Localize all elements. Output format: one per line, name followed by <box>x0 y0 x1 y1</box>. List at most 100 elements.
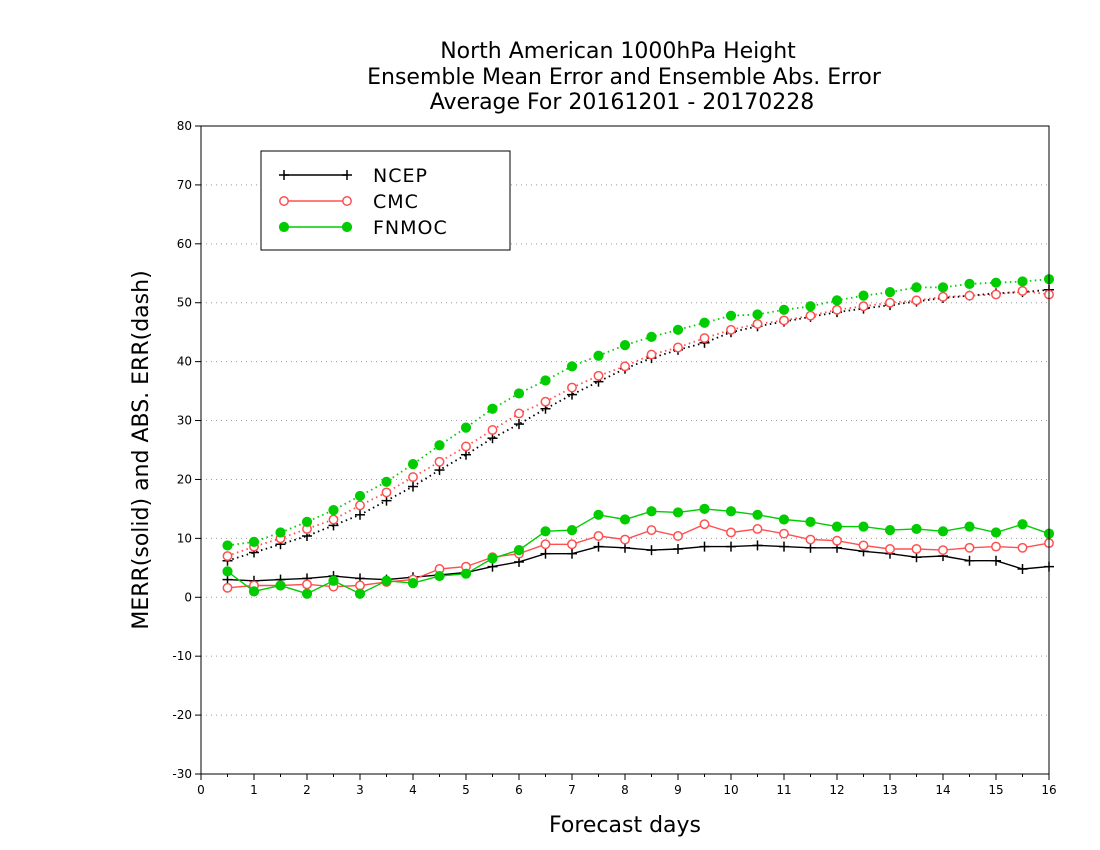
series-cmc-point <box>964 290 975 301</box>
series-fnmoc-point <box>460 568 472 579</box>
series-cmc-point <box>1017 542 1028 553</box>
series-fnmoc-point <box>937 526 949 537</box>
series-fnmoc-point <box>566 361 578 372</box>
series-fnmoc-abs-err-line <box>227 278 1050 547</box>
series-cmc-point <box>302 579 312 590</box>
series-ncep-point <box>593 541 604 552</box>
series-cmc-point <box>355 500 365 511</box>
x-tick-label: 7 <box>568 783 576 797</box>
series-cmc-point <box>673 342 683 353</box>
series-fnmoc-point <box>805 516 816 527</box>
y-tick-label: 60 <box>177 237 192 251</box>
series-cmc-point <box>593 531 604 541</box>
series-fnmoc-point <box>354 490 366 502</box>
y-tick-label: -10 <box>172 649 192 663</box>
series-cmc-point <box>858 540 869 551</box>
series-fnmoc-point <box>354 588 366 599</box>
series-cmc-point <box>964 542 975 553</box>
y-tick-label: -20 <box>172 708 192 722</box>
series-cmc-point <box>885 297 895 308</box>
series-cmc-point <box>222 582 233 593</box>
series-cmc-point <box>832 535 842 546</box>
legend-marker <box>278 221 290 233</box>
series-fnmoc-point <box>301 516 313 527</box>
series-ncep-point <box>964 555 975 566</box>
series-fnmoc-point <box>672 324 684 335</box>
series-fnmoc-point <box>222 566 233 577</box>
series-fnmoc-point <box>487 553 498 564</box>
series-ncep-point <box>673 543 683 554</box>
series-cmc-point <box>699 333 710 344</box>
series-fnmoc-point <box>407 459 419 470</box>
series-ncep-point <box>355 509 365 520</box>
series-fnmoc-point <box>1017 519 1028 530</box>
x-tick-label: 8 <box>621 783 629 797</box>
series-cmc-point <box>567 382 577 393</box>
legend-label-ncep: NCEP <box>373 165 428 187</box>
x-tick-label: 11 <box>776 783 791 797</box>
series-cmc-point <box>779 315 789 326</box>
series-fnmoc-point <box>566 525 578 536</box>
series-fnmoc-point <box>540 375 551 386</box>
series-cmc-point <box>726 324 736 335</box>
legend-marker <box>341 221 353 233</box>
series-fnmoc-point <box>407 578 419 589</box>
series-cmc-point <box>620 534 630 545</box>
series-fnmoc-point <box>248 586 260 597</box>
series-cmc-point <box>805 534 816 545</box>
series-fnmoc-point <box>778 304 790 315</box>
series-fnmoc-point <box>752 509 763 520</box>
series-layer <box>222 274 1055 599</box>
series-fnmoc-point <box>990 277 1002 288</box>
series-fnmoc-point <box>540 526 551 537</box>
series-fnmoc-point <box>778 514 790 525</box>
series-ncep-point <box>1017 563 1028 574</box>
x-tick-label: 10 <box>723 783 738 797</box>
series-fnmoc-point <box>858 521 869 532</box>
series-fnmoc-point <box>725 310 737 321</box>
x-tick-label: 13 <box>882 783 897 797</box>
legend-marker <box>279 196 289 206</box>
y-tick-label: 10 <box>177 531 192 545</box>
series-fnmoc-point <box>699 503 710 515</box>
x-axis-label: Forecast days <box>549 813 701 838</box>
series-fnmoc-point <box>460 422 472 433</box>
series-fnmoc-point <box>487 403 498 414</box>
series-fnmoc-point <box>434 440 445 451</box>
series-ncep-abs-err-line <box>227 288 1050 562</box>
series-cmc-point <box>620 361 630 372</box>
series-cmc-point <box>540 539 551 550</box>
series-fnmoc-point <box>805 301 816 312</box>
series-fnmoc-point <box>725 506 737 517</box>
series-ncep-point <box>408 481 418 492</box>
series-ncep-point <box>540 548 551 559</box>
series-fnmoc-point <box>248 536 260 547</box>
series-cmc-point <box>805 310 816 321</box>
series-cmc-point <box>726 527 736 538</box>
series-fnmoc-point <box>328 504 339 516</box>
y-tick-label: 50 <box>177 296 192 310</box>
x-tick-label: 0 <box>197 783 205 797</box>
legend-marker <box>342 196 352 206</box>
series-fnmoc-point <box>884 525 896 536</box>
series-cmc-point <box>408 472 418 483</box>
series-fnmoc-point <box>275 527 286 538</box>
series-ncep-point <box>779 541 789 552</box>
series-cmc-point <box>832 304 842 315</box>
series-ncep-merr-line <box>227 544 1050 582</box>
series-ncep-point <box>646 545 657 556</box>
x-tick-label: 1 <box>250 783 258 797</box>
series-fnmoc-merr-line <box>227 508 1050 595</box>
series-cmc-point <box>991 289 1001 300</box>
x-tick-label: 12 <box>829 783 844 797</box>
series-cmc-point <box>646 349 657 360</box>
series-cmc-point <box>673 531 683 541</box>
series-fnmoc-point <box>884 287 896 298</box>
series-fnmoc-point <box>619 514 631 525</box>
series-cmc-point <box>699 519 710 530</box>
x-tick-label: 16 <box>1041 783 1056 797</box>
series-cmc-point <box>540 396 551 407</box>
series-fnmoc-point <box>699 317 710 328</box>
series-fnmoc-point <box>990 527 1002 538</box>
series-fnmoc-point <box>275 580 286 591</box>
